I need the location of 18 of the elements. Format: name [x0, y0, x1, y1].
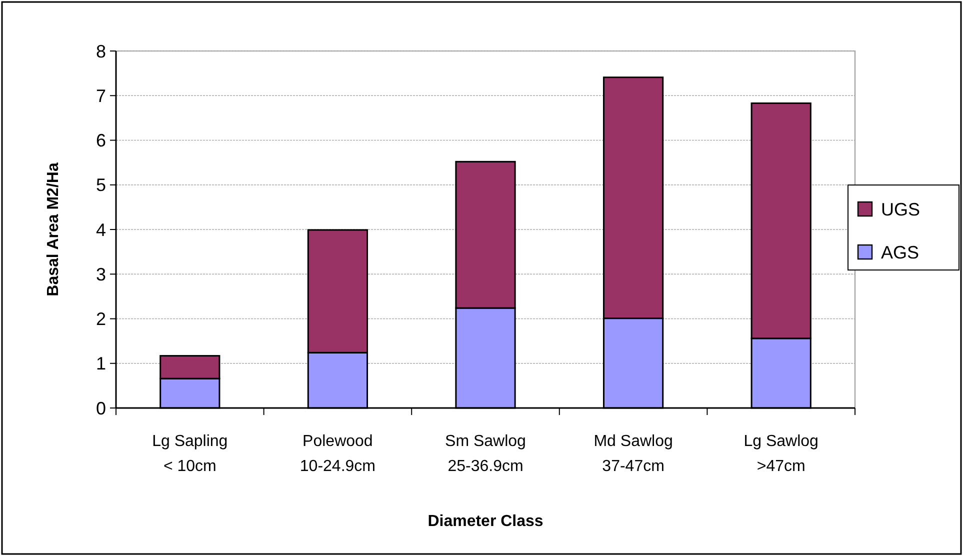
- x-tick-label: Polewood 10-24.9cm: [300, 433, 376, 475]
- y-tick-label: 5: [96, 175, 106, 196]
- y-tick-label: 8: [96, 41, 106, 62]
- y-tick-label: 2: [96, 309, 106, 330]
- y-tick-label: 7: [96, 86, 106, 106]
- legend-label: UGS: [881, 199, 920, 220]
- y-axis-title: Basal Area M2/Ha: [45, 162, 62, 296]
- x-tick-label: Md Sawlog 37-47cm: [594, 433, 673, 475]
- legend-label: AGS: [881, 242, 920, 262]
- y-tick-label: 6: [96, 130, 106, 151]
- y-tick-label: 1: [96, 354, 106, 374]
- x-axis-title: Diameter Class: [428, 513, 544, 530]
- x-tick-label: Sm Sawlog 25-36.9cm: [445, 433, 526, 475]
- y-tick-label: 4: [96, 220, 106, 240]
- y-tick-label: 0: [96, 398, 106, 418]
- x-tick-label: Lg Sapling < 10cm: [152, 433, 228, 475]
- y-tick-label: 3: [96, 264, 106, 284]
- x-tick-label: Lg Sawlog >47cm: [744, 433, 818, 475]
